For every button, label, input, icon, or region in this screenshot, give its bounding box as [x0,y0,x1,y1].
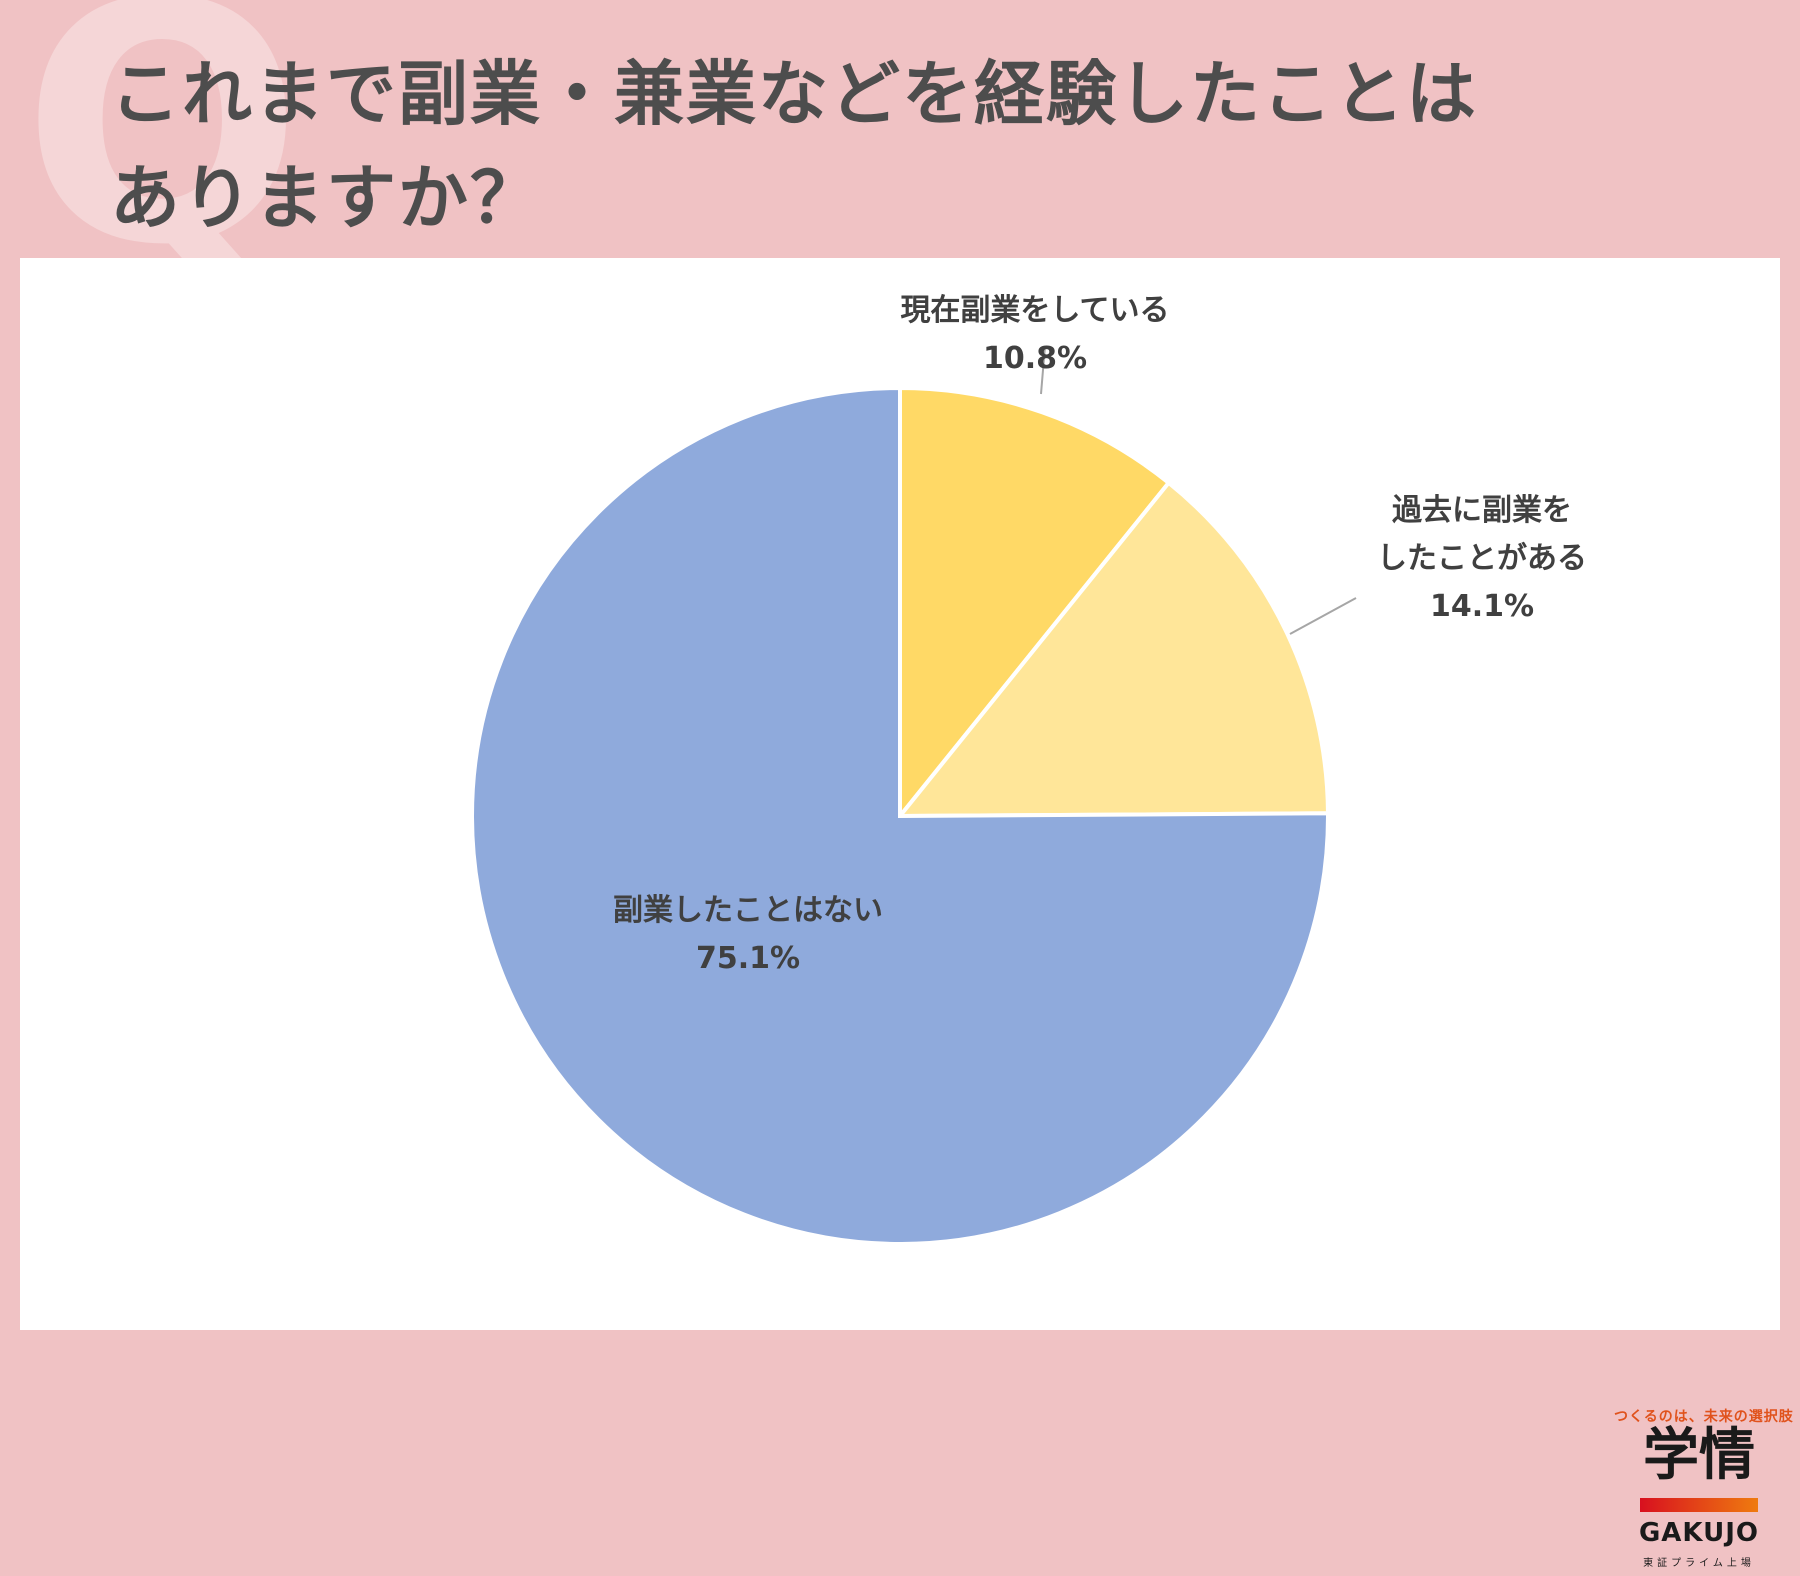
slice-value-1: 14.1% [1430,589,1534,624]
slice-category-0: 現在副業をしている [900,293,1169,328]
pie-chart: 現在副業をしている 10.8% 過去に副業をしたことがある 14.1% 副業したことはな… [470,293,1587,1246]
logo-tagline: つくるのは、未来の選択肢 [1614,1409,1794,1425]
pie-slice-0 [898,385,1172,822]
slice-value-0: 10.8% [983,341,1087,376]
leader-line-0 [1040,345,1046,395]
slice-label-2: 副業したことはない 75.1% [613,893,883,976]
gakujo-logo: つくるのは、未来の選択肢 学情 GAKUJO 東証プライム上場 [1614,1406,1794,1576]
pie-slice-1 [895,480,1331,819]
slice-label-0: 現在副業をしている 10.8% [900,293,1169,376]
logo-name-en: GAKUJO [1638,1518,1760,1548]
title-line-2: ありますか？ [110,157,542,239]
pie-slice-2 [470,385,1330,1246]
slice-category-1: 過去に副業を [1392,493,1572,528]
leader-line-1 [1289,597,1357,635]
chart-panel: 現在副業をしている 10.8% 過去に副業をしたことがある 14.1% 副業したことはな… [20,258,1793,1569]
slice-label-1: 過去に副業をしたことがある 14.1% [1377,493,1587,624]
logo-subtitle: 東証プライム上場 [1643,1558,1755,1569]
slice-category-2: 副業したことはない [613,893,883,928]
q-watermark: Q [22,0,303,317]
title-line-1: これまで副業・兼業などを経験したことは [110,53,1478,135]
page-title: これまで副業・兼業などを経験したことは ありますか？ [110,42,1710,250]
logo-name-ja: 学情 [1643,1423,1755,1488]
slice-value-2: 75.1% [696,941,800,976]
logo-bar [1640,1498,1758,1512]
slice-category-1: したことがある [1377,541,1587,576]
